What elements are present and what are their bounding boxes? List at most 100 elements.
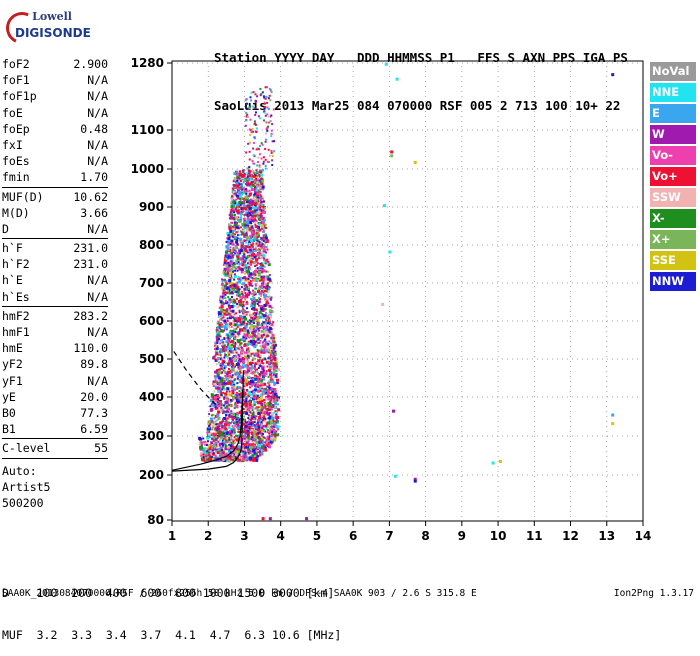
echo-pixel [233,278,236,281]
echo-pixel [260,362,263,364]
echo-pixel [231,425,234,427]
echo-pixel [226,268,230,272]
echo-pixel [216,327,219,330]
echo-pixel [206,436,210,440]
echo-pixel [268,304,272,308]
param-value: N/A [87,221,108,236]
echo-pixel [251,433,254,436]
echo-pixel [246,355,250,359]
echo-pixel [232,428,235,431]
echo-pixel [230,431,234,435]
echo-pixel [262,328,265,330]
echo-pixel [260,370,264,374]
echo-pixel [272,337,275,340]
echo-pixel [254,130,257,133]
echo-pixel [262,244,266,248]
echo-pixel [268,315,272,319]
echo-pixel [228,350,232,353]
echo-pixel [243,256,247,260]
echo-pixel [247,409,250,412]
echo-pixel [232,386,235,389]
echo-pixel [235,246,239,250]
isolated-echo-point [261,517,265,521]
echo-pixel [262,294,265,296]
echo-pixel [205,458,208,461]
echo-pixel [221,425,225,429]
echo-pixel [255,415,258,418]
echo-pixel [251,327,253,330]
echo-pixel [229,341,232,344]
echo-pixel [216,342,219,344]
echo-pixel [265,334,269,338]
echo-pixel [268,115,271,118]
echo-pixel [220,393,223,396]
param-row: D N/A [2,221,108,237]
echo-pixel [270,425,274,429]
echo-pixel [263,96,266,99]
echo-pixel [222,273,225,276]
echo-pixel [236,283,239,286]
echo-pixel [257,432,260,434]
echo-pixel [268,361,272,365]
echo-pixel [233,221,237,225]
echo-pixel [260,142,263,145]
echo-pixel [228,307,231,310]
echo-pixel [233,275,237,279]
echo-pixel [233,379,236,382]
echo-pixel [216,329,219,332]
echo-pixel [224,435,226,438]
echo-pixel [256,270,259,273]
echo-pixel [243,340,246,343]
echo-pixel [236,221,238,224]
echo-pixel [215,387,218,390]
echo-pixel [218,370,222,374]
echo-pixel [232,251,235,254]
echo-pixel [252,320,255,323]
echo-pixel [263,218,266,221]
echo-pixel [260,173,264,177]
echo-pixel [221,445,224,448]
echo-pixel [238,411,242,414]
echo-pixel [269,388,272,391]
echo-pixel [274,399,278,403]
echo-pixel [255,257,258,259]
echo-pixel [239,303,242,306]
echo-pixel [228,455,231,458]
echo-pixel [240,216,243,219]
echo-pixel [238,358,241,361]
echo-pixel [243,276,247,280]
echo-pixel [237,335,240,338]
echo-pixel [235,182,239,186]
auto-program: Artist5 [2,479,51,494]
echo-pixel [212,452,216,456]
echo-pixel [225,346,228,348]
echo-pixel [236,339,240,343]
echo-pixel [257,450,261,454]
echo-pixel [242,256,245,259]
echo-pixel [249,355,252,358]
echo-pixel [219,430,223,434]
echo-pixel [261,437,264,440]
param-name: h`F2 [2,257,30,272]
echo-pixel [259,326,262,329]
echo-pixel [219,339,222,342]
echo-pixel [226,344,229,347]
echo-pixel [249,96,252,99]
echo-pixel [222,345,226,349]
echo-pixel [240,214,243,217]
echo-pixel [237,361,239,364]
echo-pixel [233,370,236,373]
echo-pixel [243,221,246,224]
echo-pixel [259,188,262,191]
echo-pixel [252,91,255,94]
echo-pixel [252,297,256,301]
echo-pixel [224,293,227,296]
echo-pixel [262,444,265,447]
echo-pixel [243,351,246,354]
echo-pixel [216,414,220,418]
echo-pixel [230,254,234,258]
echo-pixel [235,434,237,437]
echo-pixel [263,323,266,326]
echo-pixel [231,289,235,293]
echo-pixel [254,186,257,190]
